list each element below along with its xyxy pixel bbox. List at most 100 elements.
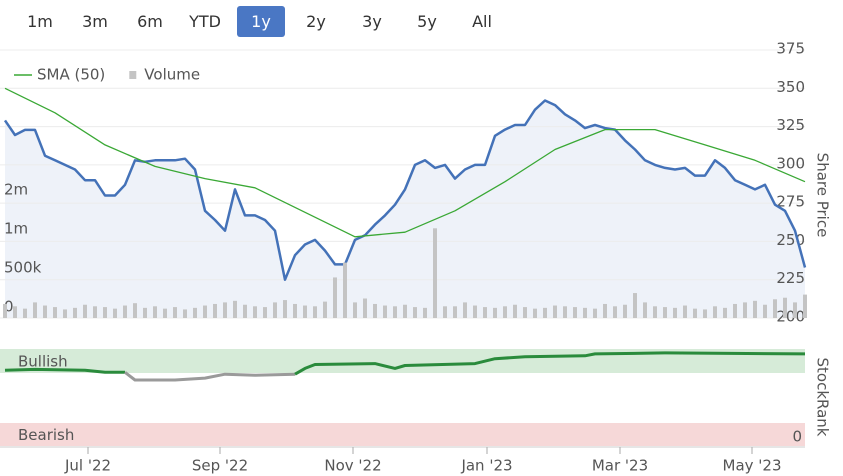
volume-bar [163,308,167,318]
y-axis-label: Share Price [814,153,832,238]
volume-bar [313,306,317,318]
volume-bar [593,308,597,318]
sma-line [4,87,806,238]
volume-bar [783,297,787,318]
volume-bar [33,302,37,318]
volume-bar [803,294,807,318]
volume-bar [653,306,657,318]
volume-bar [743,302,747,318]
volume-bar [143,307,147,318]
price-line [3,99,807,281]
volume-bar [563,306,567,318]
volume-bar [223,302,227,318]
y-tick-label: 375 [776,40,805,58]
volume-bar [473,305,477,318]
volume-bar [773,299,777,318]
y-tick-label: 200 [776,308,805,326]
volume-bar [793,302,797,318]
volume-tick-label: 0 [4,298,14,316]
volume-bar [723,307,727,318]
range-button[interactable]: 2y [306,12,326,31]
x-tick-label: Sep '22 [192,457,248,475]
rank-axis-label: StockRank [814,358,832,437]
volume-bar [453,306,457,318]
volume-bar [383,305,387,318]
range-button[interactable]: YTD [189,12,221,31]
volume-bar [353,302,357,318]
volume-bar [603,303,607,318]
volume-bar [323,301,327,318]
range-button[interactable]: 3m [82,12,108,31]
volume-bar [713,306,717,318]
volume-bar [293,303,297,318]
x-tick-label: Jan '23 [460,457,512,475]
y-tick-label: 350 [776,78,805,96]
volume-bar [583,307,587,318]
volume-bar [243,304,247,318]
volume-bar [753,300,757,318]
volume-bar [273,302,277,318]
range-button[interactable]: 6m [137,12,163,31]
volume-bar [533,308,537,318]
volume-bar [513,304,517,318]
band-label: Bearish [18,426,74,444]
volume-tick-label: 2m [4,181,28,199]
volume-bar [183,309,187,318]
volume-bar [523,307,527,318]
volume-bar [623,304,627,318]
volume-bar [363,298,367,318]
volume-bar [733,303,737,318]
rank-band [0,423,805,446]
volume-bar [643,302,647,318]
volume-bar [113,308,117,318]
y-tick-label: 275 [776,193,805,211]
y-tick-label: 300 [776,154,805,172]
volume-bar [123,305,127,318]
volume-bar [83,304,87,318]
volume-bar [403,304,407,318]
volume-bar [173,307,177,318]
volume-bar [423,307,427,318]
x-tick-label: May '23 [723,457,782,475]
volume-bar [63,309,67,318]
rank-tick-label: 0 [792,428,802,446]
volume-bar [393,306,397,318]
volume-bar [263,307,267,318]
y-tick-label: 250 [776,231,805,249]
price-area [5,100,805,318]
volume-bar [3,303,7,318]
range-button[interactable]: 1m [27,12,53,31]
band-label: Bullish [18,353,68,371]
volume-bar [103,307,107,318]
volume-bar [483,307,487,318]
volume-bar [133,303,137,318]
volume-bar [613,306,617,318]
rank-line [4,367,125,374]
volume-bar [443,306,447,318]
range-button[interactable]: 3y [362,12,382,31]
range-button[interactable]: 5y [417,12,437,31]
volume-bar [673,307,677,318]
volume-bar [53,307,57,318]
legend-label: SMA (50) [37,66,105,84]
volume-bar [93,306,97,318]
volume-bar [343,262,347,318]
volume-bar [703,309,707,318]
range-button[interactable]: All [472,12,492,31]
y-tick-label: 325 [776,116,805,134]
x-tick-label: Nov '22 [324,457,381,475]
volume-bar [663,307,667,318]
volume-bar [553,305,557,318]
volume-bar [463,302,467,318]
volume-bar [493,307,497,318]
volume-bar [73,307,77,318]
volume-bar [373,303,377,318]
legend-swatch [129,71,137,79]
volume-bar [23,308,27,318]
range-button[interactable]: 1y [237,6,285,37]
volume-bar [683,305,687,318]
volume-bar [13,306,17,318]
volume-bar [233,300,237,318]
